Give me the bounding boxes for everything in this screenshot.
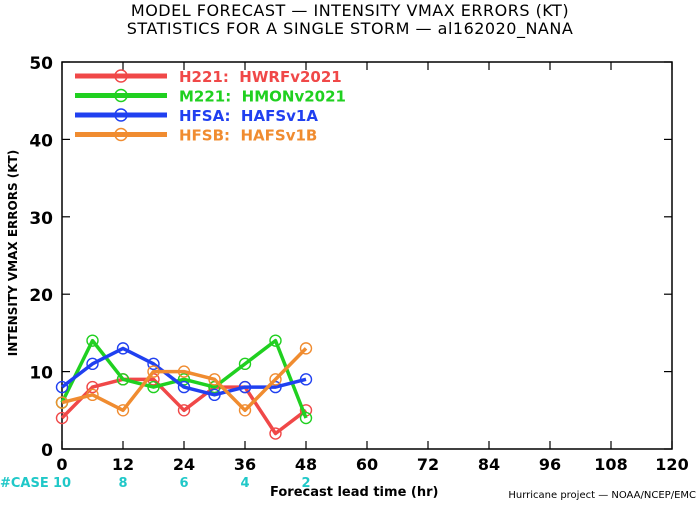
chart-subtitle: STATISTICS FOR A SINGLE STORM — al162020… [126, 19, 574, 38]
y-tick-label: 20 [29, 286, 53, 306]
legend-marker [114, 88, 128, 103]
series-point [116, 342, 130, 355]
y-axis-label: INTENSITY VMAX ERRORS (KT) [6, 149, 20, 357]
series-point [55, 380, 69, 394]
series-point [177, 380, 191, 394]
y-tick-label: 30 [29, 209, 53, 229]
plot-frame [61, 61, 673, 450]
x-tick-label: 0 [56, 455, 67, 474]
series-point [238, 404, 252, 417]
x-tick-label: 120 [655, 455, 688, 474]
case-count: 4 [240, 476, 249, 491]
series-point [238, 380, 252, 394]
x-tick-label: 84 [478, 455, 500, 474]
case-count: 10 [53, 476, 71, 491]
series-point [269, 427, 282, 440]
chart-title: MODEL FORECAST — INTENSITY VMAX ERRORS (… [130, 1, 570, 20]
case-count: 8 [118, 476, 127, 491]
series-line [60, 338, 308, 419]
series-point [116, 373, 130, 386]
series-point [269, 373, 282, 386]
legend-label: HFSB: HAFSv1B [179, 127, 317, 145]
case-count: 2 [301, 476, 310, 491]
series-point [55, 411, 69, 425]
series-point [238, 357, 252, 371]
x-tick-label: 48 [295, 455, 317, 474]
series-point [147, 357, 160, 371]
series-point [86, 380, 99, 394]
legend-marker [114, 127, 128, 142]
credit-text: Hurricane project — NOAA/NCEP/EMC [508, 490, 696, 501]
series-line [60, 377, 308, 436]
series-point [299, 411, 313, 425]
case-count: 6 [179, 476, 188, 491]
series-point [147, 365, 160, 378]
y-tick-label: 0 [41, 441, 53, 461]
y-tick-label: 40 [29, 131, 53, 151]
series-point [208, 373, 221, 386]
legend-label: H221: HWRFv2021 [179, 68, 342, 86]
x-tick-label: 72 [417, 455, 439, 474]
series-point [269, 334, 282, 347]
series-point [299, 373, 313, 386]
series-point [55, 396, 69, 409]
series-point [147, 380, 160, 394]
x-tick-label: 60 [356, 455, 378, 474]
series-line [60, 346, 307, 397]
x-tick-label: 24 [173, 455, 195, 474]
series-point [177, 404, 191, 417]
series-point [177, 373, 191, 386]
series-point [299, 342, 313, 355]
legend-marker [114, 108, 128, 122]
legend-label: M221: HMONv2021 [179, 88, 346, 106]
y-tick-label: 10 [29, 364, 53, 384]
series-point [177, 365, 191, 378]
series-point [86, 334, 99, 347]
legend-marker [114, 69, 128, 83]
x-tick-label: 96 [539, 455, 561, 474]
series-point [86, 357, 99, 371]
x-tick-label: 108 [594, 455, 627, 474]
series-point [208, 388, 221, 402]
series-point [86, 388, 99, 402]
legend-label: HFSA: HAFSv1A [179, 107, 318, 125]
series-line [61, 347, 308, 413]
y-tick-label: 50 [29, 54, 53, 74]
x-tick-label: 12 [112, 455, 134, 474]
case-label: #CASE [0, 476, 49, 491]
x-tick-label: 36 [234, 455, 256, 474]
x-axis-label: Forecast lead time (hr) [270, 485, 439, 500]
series-point [116, 404, 130, 417]
